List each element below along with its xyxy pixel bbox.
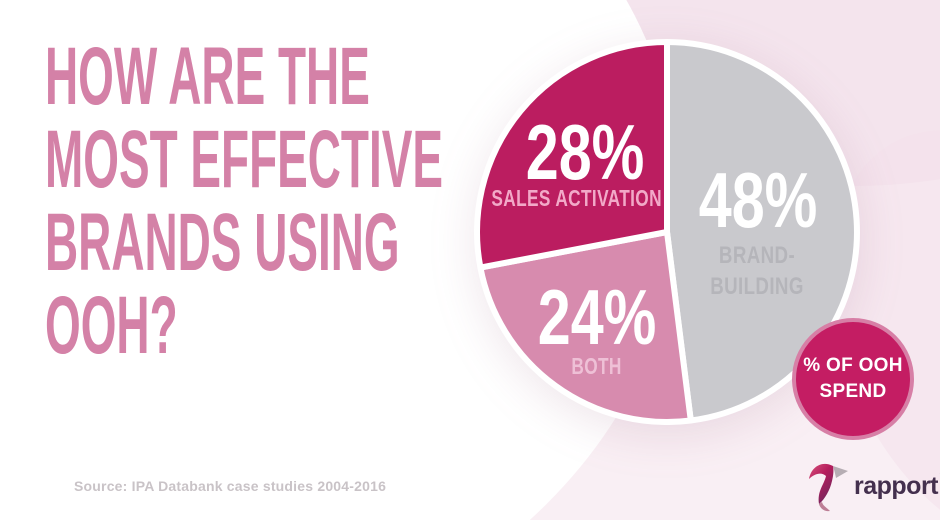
title-line-1: HOW ARE THE bbox=[45, 31, 370, 122]
rapport-logo-swoosh-icon bbox=[809, 463, 848, 512]
ooh-spend-badge: % OF OOH SPEND bbox=[792, 318, 914, 440]
badge-line-2: SPEND bbox=[819, 381, 887, 402]
pie-chart bbox=[474, 39, 860, 425]
title-line-4: OOH? bbox=[45, 280, 178, 371]
rapport-logo-text: rapport bbox=[854, 471, 939, 500]
rapport-logo: rapport ™ bbox=[806, 458, 940, 514]
pie-slice-sales-activation bbox=[474, 39, 670, 271]
pie-slice-brand-building bbox=[664, 39, 860, 424]
page-title: HOW ARE THE MOST EFFECTIVE BRANDS USING … bbox=[45, 35, 756, 367]
source-note: Source: IPA Databank case studies 2004-2… bbox=[74, 478, 387, 494]
badge-line-1: % OF OOH bbox=[803, 355, 903, 376]
title-line-2: MOST EFFECTIVE bbox=[45, 114, 443, 205]
pie-slice-both bbox=[477, 229, 694, 425]
title-line-3: BRANDS USING bbox=[45, 197, 400, 288]
